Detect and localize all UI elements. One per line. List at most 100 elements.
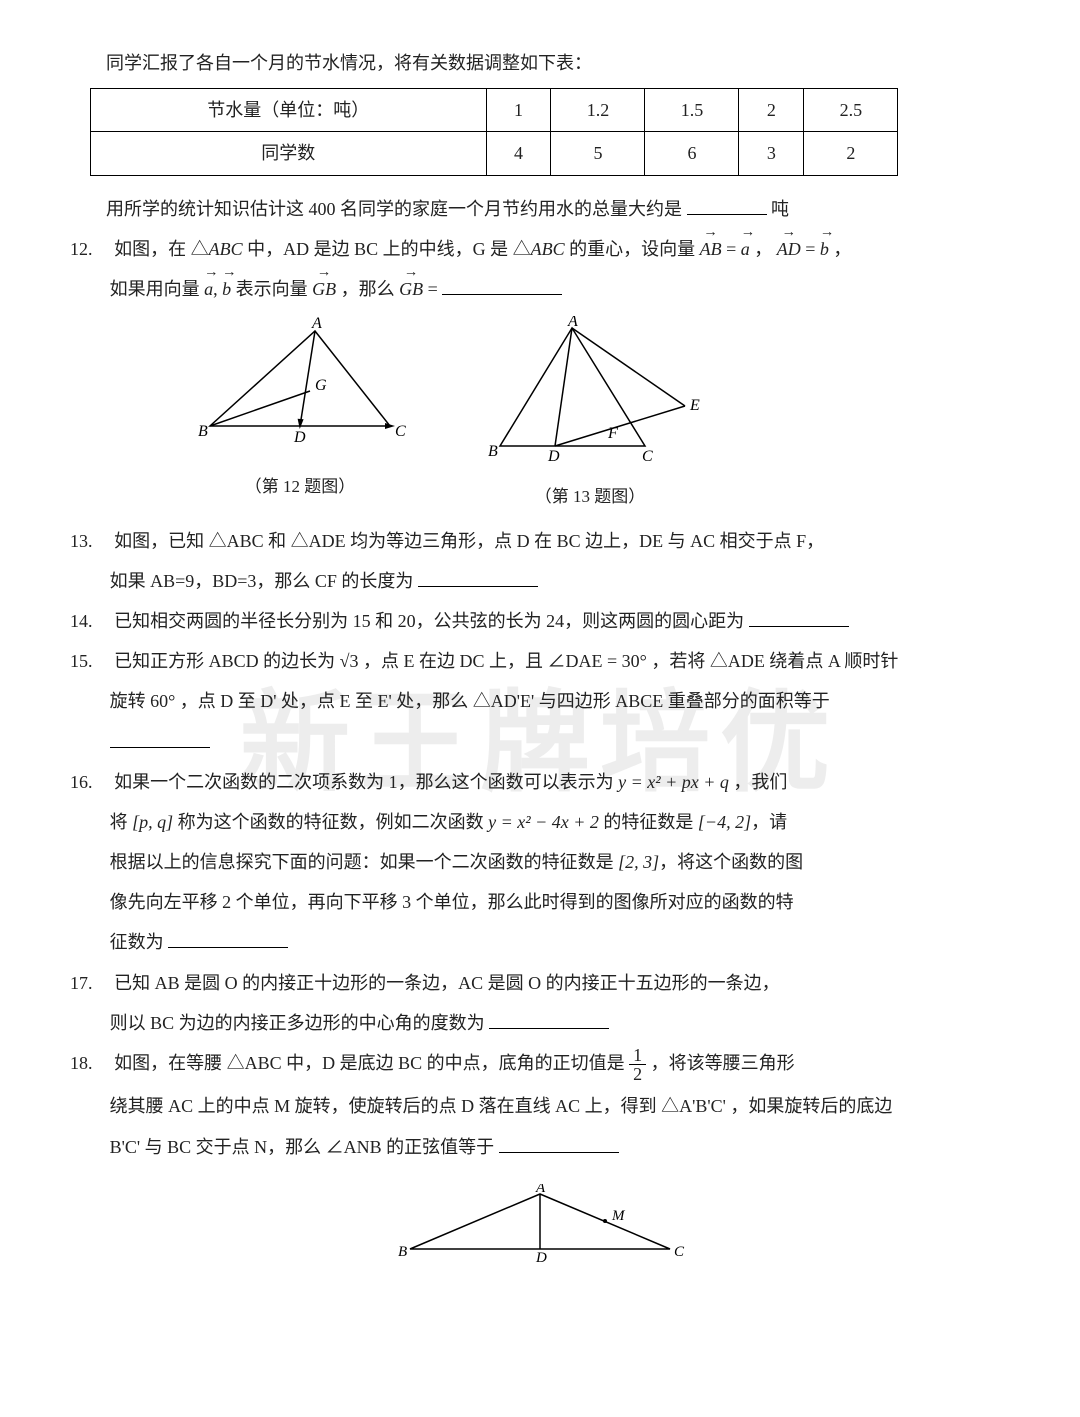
svg-text:D: D [293,429,306,446]
q13-text: 如果 AB=9，BD=3，那么 CF 的长度为 [110,571,414,591]
q13-number: 13. [70,524,110,558]
vector-a: a [204,272,213,306]
svg-text:D: D [547,448,560,465]
q16-text: 征数为 [110,932,164,952]
q16-text: 将 [110,812,133,832]
table-row: 同学数 4 5 6 3 2 [91,132,898,175]
q18-text: B'C' 与 BC 交于点 N，那么 ∠ANB 的正弦值等于 [110,1137,495,1157]
q12-text: 如果用向量 [110,279,205,299]
figure-13: A B C D E F （第 13 题图） [470,316,710,513]
fill-blank [442,276,562,295]
math-eq: y = x² + px + q [618,772,729,792]
vector-gb: GB [312,272,336,306]
q17-text: 则以 BC 为边的内接正多边形的中心角的度数为 [110,1013,485,1033]
q15-number: 15. [70,644,110,678]
table-cell: 5 [551,132,645,175]
q13-line1: 13. 如图，已知 △ABC 和 △ADE 均为等边三角形，点 D 在 BC 边… [70,524,1010,558]
after-table-suffix: 吨 [771,199,789,219]
vector-gb: GB [399,272,423,306]
table-cell: 2 [804,132,898,175]
fraction-half: 1 2 [629,1046,646,1083]
q13-text: 如图，已知 △ABC 和 △ADE 均为等边三角形，点 D 在 BC 边上，DE… [114,531,824,551]
q16-text: ，请 [751,812,787,832]
q15-blank [70,725,1010,759]
table-cell: 1.2 [551,89,645,132]
q16-line5: 征数为 [70,925,1010,959]
q18-text: 如图，在等腰 △ABC 中，D 是底边 BC 的中点，底角的正切值是 [114,1053,629,1073]
q12-text: 如图，在 △ [114,239,209,259]
q18-line3: B'C' 与 BC 交于点 N，那么 ∠ANB 的正弦值等于 [70,1130,1010,1164]
sep: ， [750,239,777,259]
q16-text: 的特征数是 [599,812,698,832]
q16-text: 像先向左平移 2 个单位，再向下平移 3 个单位，那么此时得到的图像所对应的函数… [110,892,794,912]
vector-ad: AD [777,232,801,266]
math-abc: ABC [209,239,243,259]
intro-line: 同学汇报了各自一个月的节水情况，将有关数据调整如下表： [70,46,1010,80]
q12-line2: 如果用向量 a, b 表示向量 GB ，那么 GB = [70,272,1010,306]
svg-text:G: G [315,377,327,394]
q15-line1: 15. 已知正方形 ABCD 的边长为 √3 ，点 E 在边 DC 上，且 ∠D… [70,644,1010,678]
q15-text: ，点 E 在边 DC 上，且 ∠DAE = 30° ，若将 △ADE 绕着点 A… [359,651,899,671]
q12-text: 的重心，设向量 [565,239,700,259]
sqrt-3: √3 [340,644,359,678]
math-bracket: [2, 3] [618,852,659,872]
fill-blank [489,1010,609,1029]
figure-row: A B C D G （第 12 题图） A B C D E F （第 13 题图… [190,316,1010,513]
after-table-prefix: 用所学的统计知识估计这 400 名同学的家庭一个月节约用水的总量大约是 [106,199,682,219]
q18-text: 绕其腰 AC 上的中点 M 旋转，使旋转后的点 D 落在直线 AC 上，得到 △… [110,1096,893,1116]
fill-blank [110,729,210,748]
vector-a: a [741,232,750,266]
math-bracket: [p, q] [132,812,173,832]
svg-text:M: M [611,1208,626,1224]
svg-text:D: D [535,1250,547,1264]
q15-text: 已知正方形 ABCD 的边长为 [114,651,340,671]
svg-text:C: C [642,448,653,465]
q17-line2: 则以 BC 为边的内接正多边形的中心角的度数为 [70,1006,1010,1040]
math-bracket: [−4, 2] [698,812,751,832]
fill-blank [687,196,767,215]
q18-number: 18. [70,1046,110,1080]
q12-text: 中，AD 是边 BC 上的中线，G 是 △ [243,239,531,259]
triangle-18-icon: A B C D M [390,1184,690,1264]
vector-ab: AB [700,232,722,266]
fill-blank [749,608,849,627]
svg-text:C: C [674,1244,685,1260]
q17-text: 已知 AB 是圆 O 的内接正十边形的一条边，AC 是圆 O 的内接正十五边形的… [114,973,780,993]
svg-text:B: B [198,423,208,440]
eq-sign: = [801,239,820,259]
q16-text: 称为这个函数的特征数，例如二次函数 [173,812,488,832]
figure-12: A B C D G （第 12 题图） [190,316,410,513]
fill-blank [168,929,288,948]
vector-b: b [820,232,829,266]
svg-text:B: B [398,1244,407,1260]
tail: ， [829,239,852,259]
table-header: 节水量（单位：吨） [91,89,487,132]
q16-text: 如果一个二次函数的二次项系数为 1，那么这个函数可以表示为 [114,772,618,792]
svg-text:F: F [607,425,618,442]
svg-text:B: B [488,443,498,460]
q17-line1: 17. 已知 AB 是圆 O 的内接正十边形的一条边，AC 是圆 O 的内接正十… [70,966,1010,1000]
q12-text: ，那么 [336,279,399,299]
q18-line1: 18. 如图，在等腰 △ABC 中，D 是底边 BC 的中点，底角的正切值是 1… [70,1046,1010,1083]
q16-line3: 根据以上的信息探究下面的问题：如果一个二次函数的特征数是 [2, 3]，将这个函… [70,845,1010,879]
fraction-numerator: 1 [629,1046,646,1065]
table-cell: 1 [486,89,551,132]
q16-line2: 将 [p, q] 称为这个函数的特征数，例如二次函数 y = x² − 4x +… [70,805,1010,839]
q16-text: ，将这个函数的图 [659,852,803,872]
eq-sign: = [722,239,741,259]
q18-text: ，将该等腰三角形 [651,1053,795,1073]
table-header: 同学数 [91,132,487,175]
triangle-12-icon: A B C D G [190,316,410,456]
table-cell: 4 [486,132,551,175]
table-cell: 3 [739,132,804,175]
svg-text:C: C [395,423,406,440]
fraction-denominator: 2 [629,1065,646,1083]
q15-text: 旋转 60° ，点 D 至 D' 处，点 E 至 E' 处，那么 △AD'E' … [110,691,830,711]
q12-number: 12. [70,232,110,266]
q14-text: 已知相交两圆的半径长分别为 15 和 20，公共弦的长为 24，则这两圆的圆心距… [114,611,744,631]
table-cell: 6 [645,132,739,175]
fill-blank [418,568,538,587]
after-table-line: 用所学的统计知识估计这 400 名同学的家庭一个月节约用水的总量大约是 吨 [70,192,1010,226]
q16-number: 16. [70,765,110,799]
svg-text:A: A [567,316,578,330]
